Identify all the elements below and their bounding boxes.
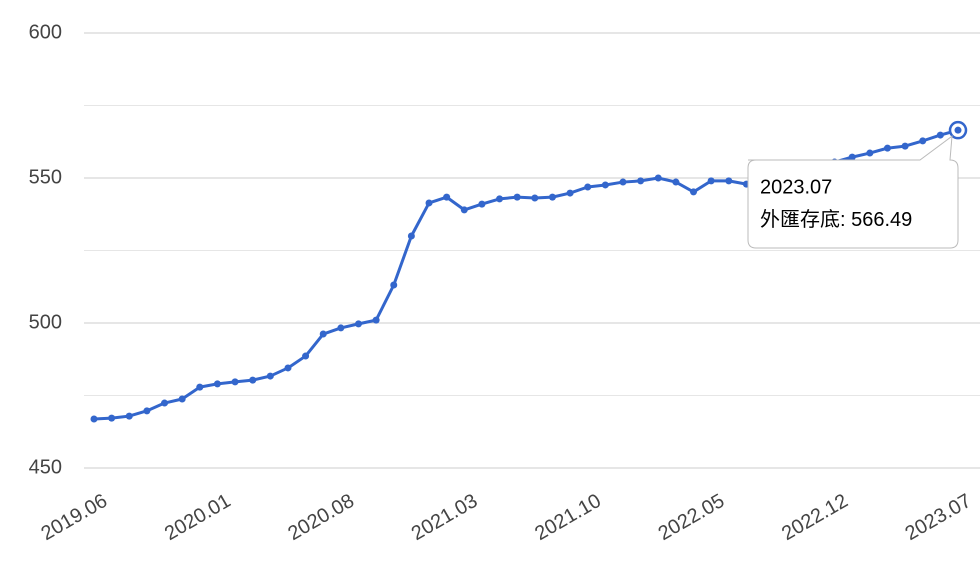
point: [125, 412, 133, 420]
point: [478, 200, 486, 208]
tooltip-series-name: 外匯存底: [760, 208, 840, 231]
point: [725, 177, 733, 185]
point: [637, 177, 645, 185]
point: [690, 188, 698, 196]
point: [178, 395, 186, 403]
point: [566, 189, 574, 197]
point: [390, 281, 398, 289]
point: [337, 324, 345, 332]
point: [654, 174, 662, 182]
x-tick-label: 2022.05: [655, 490, 729, 545]
highlight-point: [954, 126, 962, 134]
point: [672, 178, 680, 186]
point: [584, 183, 592, 191]
x-tick-label: 2021.10: [531, 490, 605, 545]
point: [302, 352, 310, 360]
point: [407, 232, 415, 240]
point: [266, 372, 274, 380]
point: [848, 153, 856, 161]
x-tick-label: 2020.08: [284, 490, 358, 545]
point: [196, 383, 204, 391]
tooltip: 2023.07 外匯存底: 566.49: [747, 135, 959, 249]
point: [90, 415, 98, 423]
point: [548, 193, 556, 201]
point: [883, 144, 891, 152]
y-tick-label: 600: [29, 21, 62, 43]
x-tick-label: 2022.12: [778, 490, 852, 545]
tooltip-label: 外匯存底: 566.49: [760, 208, 912, 231]
x-tick-label: 2019.06: [38, 490, 112, 545]
tooltip-separator: :: [840, 209, 851, 231]
y-tick-label: 450: [29, 456, 62, 478]
point: [901, 142, 909, 150]
tooltip-box: [747, 135, 959, 249]
point: [919, 137, 927, 145]
tooltip-value: 566.49: [851, 209, 912, 231]
point: [143, 407, 151, 415]
tooltip-title: 2023.07: [760, 176, 832, 198]
point: [425, 199, 433, 207]
point: [936, 131, 944, 139]
point: [231, 378, 239, 386]
x-tick-label: 2023.07: [902, 490, 976, 545]
grid: 450 500 550 600 2019.06 2020.01 2020.08 2021.03…: [29, 21, 980, 545]
point: [372, 316, 380, 324]
point: [619, 178, 627, 186]
point: [601, 181, 609, 189]
point: [531, 194, 539, 202]
point: [354, 320, 362, 328]
point: [707, 177, 715, 185]
point: [319, 330, 327, 338]
point: [249, 376, 257, 384]
point: [460, 206, 468, 214]
point: [161, 399, 169, 407]
x-tick-label: 2020.01: [161, 490, 235, 545]
point: [496, 195, 504, 203]
point: [513, 193, 521, 201]
point: [284, 364, 292, 372]
point: [866, 149, 874, 157]
y-tick-label: 500: [29, 311, 62, 333]
x-tick-label: 2021.03: [408, 490, 482, 545]
point: [213, 380, 221, 388]
point: [443, 193, 451, 201]
point: [108, 414, 116, 422]
y-tick-label: 550: [29, 166, 62, 188]
